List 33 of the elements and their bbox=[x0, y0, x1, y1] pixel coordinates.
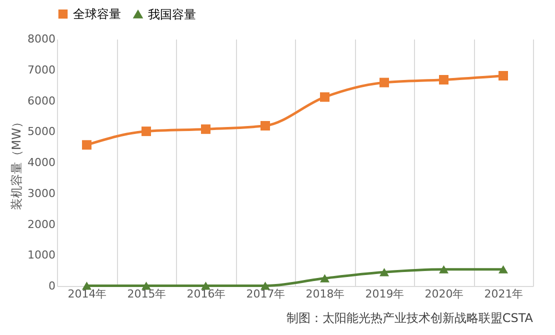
y-tick-label: 6000 bbox=[28, 94, 56, 108]
point bbox=[320, 92, 330, 102]
legend-label: 全球容量 bbox=[73, 7, 121, 22]
point bbox=[142, 126, 151, 136]
text: 制图：太阳能光热产业技术创新战略联盟CSTA bbox=[286, 311, 534, 325]
x-tick-label: 2014年 bbox=[68, 288, 107, 300]
point bbox=[201, 124, 210, 134]
x-tick-label: 2020年 bbox=[424, 288, 464, 300]
point bbox=[260, 121, 270, 131]
y-tick-label: 4000 bbox=[28, 156, 56, 169]
x-tick-label: 2021年 bbox=[484, 288, 524, 300]
point bbox=[82, 140, 92, 150]
point bbox=[498, 71, 508, 80]
y-tick-label: 1000 bbox=[28, 248, 56, 262]
legend-label: 我国容量 bbox=[148, 7, 196, 22]
x-tick-label: 2015年 bbox=[127, 288, 166, 300]
point bbox=[320, 274, 330, 282]
y-tick-label: 2000 bbox=[28, 218, 56, 231]
y-tick-label: 8000 bbox=[28, 32, 56, 46]
y-tick-label: 0 bbox=[48, 280, 56, 292]
point bbox=[380, 78, 389, 88]
point bbox=[439, 265, 448, 274]
y-tick-label: 5000 bbox=[28, 125, 56, 138]
x-tick-label: 2018年 bbox=[306, 288, 345, 300]
point bbox=[439, 75, 448, 84]
x-tick-label: 2019年 bbox=[365, 288, 404, 300]
x-tick-label: 2017年 bbox=[246, 288, 286, 300]
y-tick-label: 7000 bbox=[28, 63, 56, 76]
point bbox=[380, 268, 389, 276]
point bbox=[498, 265, 508, 274]
y-axis-title: 装机容量（MW） bbox=[10, 116, 24, 210]
y-tick-label: 3000 bbox=[28, 186, 56, 200]
x-tick-label: 2016年 bbox=[186, 288, 226, 300]
